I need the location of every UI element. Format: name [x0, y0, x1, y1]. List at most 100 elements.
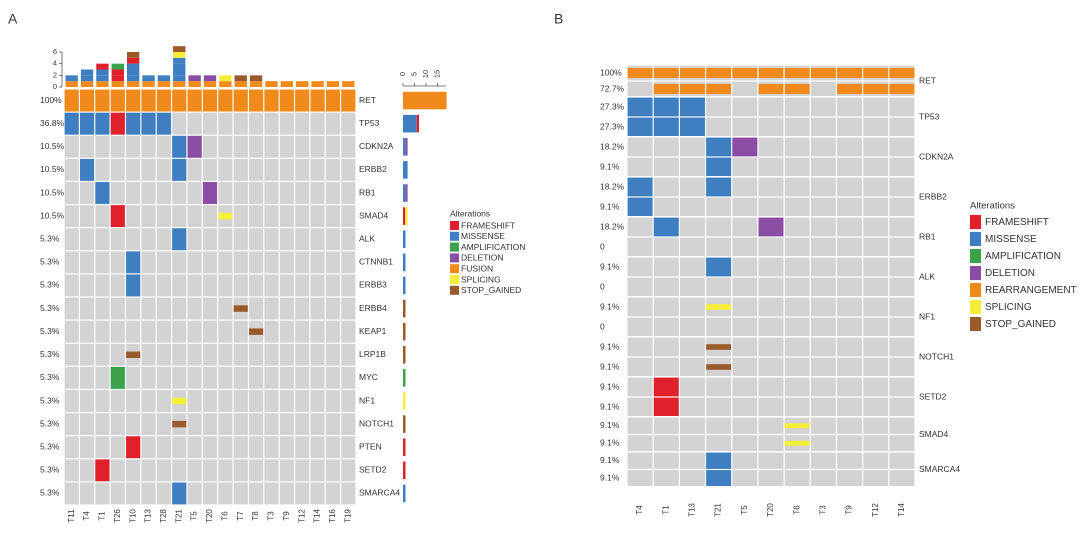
- b-cell-bg: [758, 317, 784, 337]
- cell-bg: [279, 366, 294, 389]
- top-bar-segment-t28: [157, 75, 171, 82]
- b-cell-bg: [679, 257, 705, 277]
- cell-bg: [187, 158, 202, 181]
- pct-label-notch1: 5.3%: [40, 418, 60, 428]
- cell-bg: [295, 459, 310, 482]
- b-alteration-ret-t13: [679, 68, 705, 78]
- b-pct-label-smad4: 9.1%: [600, 420, 620, 430]
- cell-bg: [218, 482, 233, 505]
- b-cell-bg: [863, 377, 889, 397]
- cell-bg: [310, 112, 325, 135]
- cell-bg: [264, 343, 279, 366]
- top-bar-segment-t1: [96, 75, 109, 82]
- cell-bg: [295, 228, 310, 251]
- b-gene-label-smad4: SMAD4: [919, 429, 949, 439]
- b-alteration-notch1-t21: [706, 344, 732, 350]
- b-cell-bg: [837, 417, 863, 434]
- legend-a-swatch-amplification: [450, 242, 459, 252]
- top-bar-segment-t21: [173, 46, 186, 52]
- cell-bg: [249, 251, 264, 274]
- b-alteration-ret-t6: [784, 68, 810, 78]
- cell-bg: [95, 205, 110, 228]
- b-cell-bg: [810, 277, 836, 297]
- cell-bg: [156, 390, 171, 412]
- cell-bg: [249, 274, 264, 297]
- b-sample-label-t13: T13: [688, 503, 697, 517]
- b-cell-bg: [889, 237, 915, 257]
- b-cell-bg: [758, 197, 784, 217]
- legend-b-label-stop_gained: STOP_GAINED: [985, 319, 1056, 330]
- b-alteration-smad4-t6: [784, 423, 810, 429]
- alteration-erbb2-t21: [172, 158, 187, 181]
- b-cell-bg: [863, 217, 889, 237]
- cell-bg: [341, 343, 356, 366]
- gene-label-erbb3: ERBB3: [359, 280, 387, 290]
- top-bar-segment-t13: [142, 81, 155, 87]
- cell-bg: [110, 390, 125, 412]
- cell-bg: [295, 158, 310, 181]
- b-cell-bg: [889, 377, 915, 397]
- top-bar-segment-t10: [126, 57, 140, 64]
- b-cell-bg: [837, 117, 863, 137]
- gene-label-alk: ALK: [359, 233, 375, 243]
- cell-bg: [79, 205, 95, 228]
- top-axis-tick-label: 2: [53, 70, 57, 79]
- cell-bg: [126, 135, 141, 158]
- pct-label-erbb4: 5.3%: [40, 303, 60, 313]
- cell-bg: [79, 366, 95, 389]
- cell-bg: [264, 390, 279, 412]
- b-alteration-ret-t20: [758, 68, 784, 78]
- alteration-tp53-t4: [79, 112, 95, 135]
- cell-bg: [126, 320, 141, 343]
- b-cell-bg: [837, 470, 863, 487]
- top-bar-segment-t3: [265, 81, 278, 87]
- b-gene-label-setd2: SETD2: [919, 391, 947, 401]
- cell-bg: [95, 228, 110, 251]
- cell-bg: [79, 413, 95, 436]
- sample-label-t14: T14: [313, 509, 322, 523]
- cell-bg: [325, 482, 341, 505]
- b-cell-bg: [863, 357, 889, 377]
- b-cell-bg: [810, 137, 836, 157]
- cell-bg: [279, 205, 294, 228]
- cell-bg: [126, 205, 141, 228]
- alteration-ctnnb1-t10: [126, 251, 141, 274]
- b-alteration-ret-t4: [627, 68, 653, 78]
- b-cell-bg: [679, 157, 705, 177]
- top-bar-segment-t10: [126, 75, 140, 82]
- b-cell-bg: [679, 277, 705, 297]
- top-bar-segment-t1: [96, 69, 109, 76]
- b-cell-bg: [810, 237, 836, 257]
- side-bar-rb1: [405, 184, 408, 202]
- b-sample-label-t21: T21: [714, 503, 723, 517]
- cell-bg: [64, 436, 79, 459]
- b-cell-bg: [784, 470, 810, 487]
- cell-bg: [187, 482, 202, 505]
- b-sample-label-t1: T1: [661, 505, 670, 515]
- b-cell-bg: [784, 397, 810, 417]
- cell-bg: [187, 251, 202, 274]
- top-bar-segment-t7: [234, 81, 247, 87]
- top-bar-segment-t11: [65, 75, 78, 82]
- alteration-ret-t11: [64, 89, 79, 112]
- cell-bg: [141, 320, 156, 343]
- cell-bg: [141, 251, 156, 274]
- cell-bg: [249, 436, 264, 459]
- b-pct-label-tp53: 27.3%: [600, 101, 625, 111]
- cell-bg: [279, 320, 294, 343]
- cell-bg: [295, 112, 310, 135]
- cell-bg: [141, 182, 156, 204]
- pct-label-ctnnb1: 5.3%: [40, 257, 60, 267]
- cell-bg: [325, 436, 341, 459]
- cell-bg: [233, 413, 248, 436]
- b-cell-bg: [758, 297, 784, 317]
- side-axis-tick-label: 15: [432, 70, 441, 78]
- cell-bg: [310, 251, 325, 274]
- side-bar-lrp1b: [403, 345, 406, 364]
- cell-bg: [95, 135, 110, 158]
- b-cell-bg: [810, 452, 836, 469]
- cell-bg: [141, 135, 156, 158]
- cell-bg: [218, 297, 233, 320]
- cell-bg: [202, 459, 218, 482]
- cell-bg: [187, 366, 202, 389]
